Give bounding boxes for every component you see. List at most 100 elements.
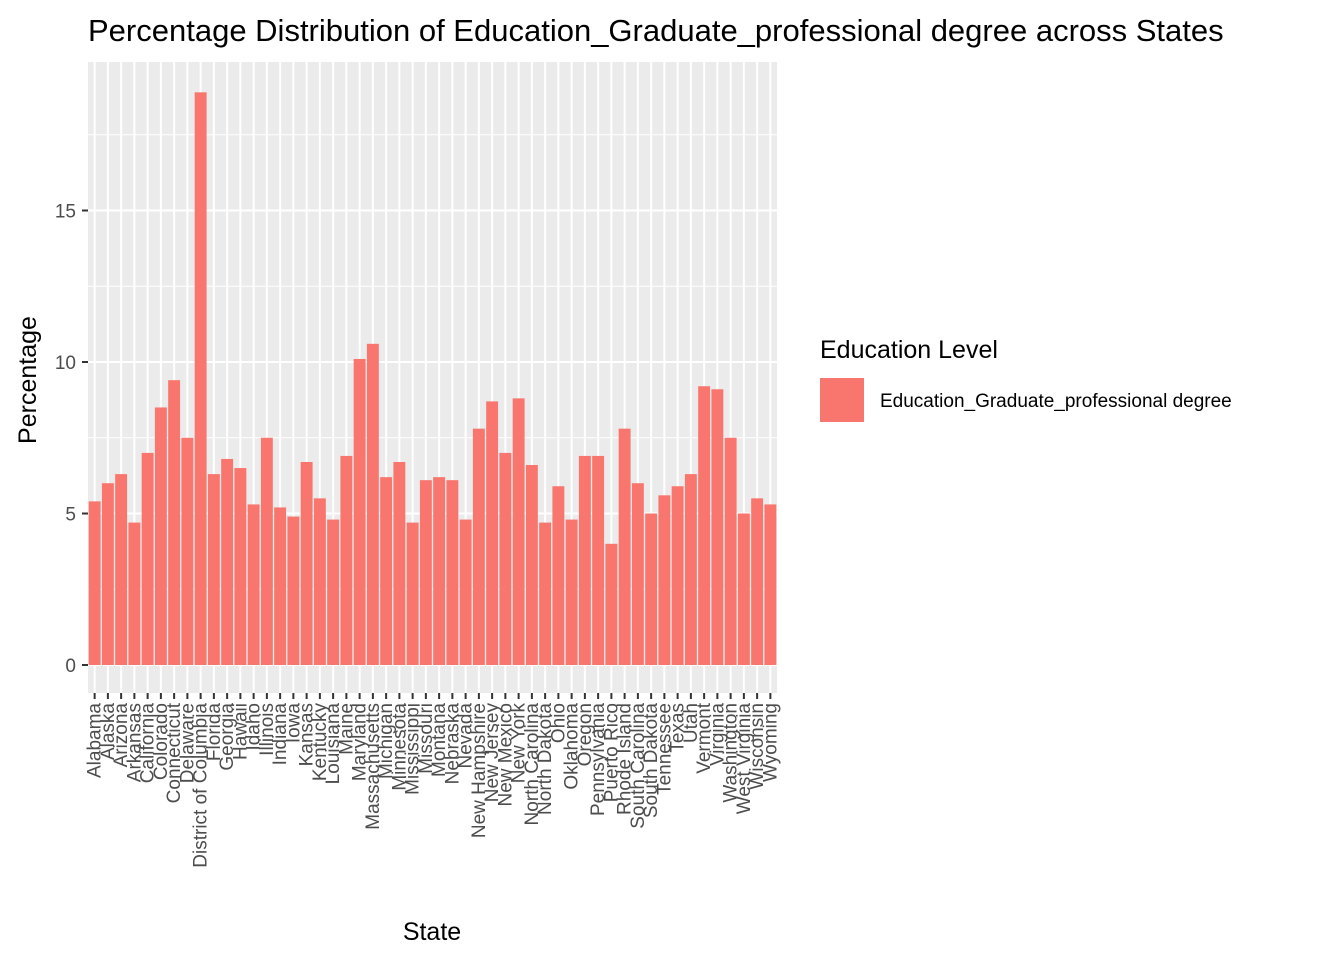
x-tick-label: Indiana — [270, 703, 291, 766]
x-tick-label: Oklahoma — [562, 703, 583, 790]
bar — [486, 401, 499, 665]
x-tick-label: Michigan — [376, 703, 397, 779]
legend-label: Education_Graduate_professional degree — [880, 391, 1232, 412]
bar — [711, 389, 724, 665]
y-tick-label: 0 — [65, 656, 76, 677]
x-tick-label: Connecticut — [164, 702, 185, 803]
x-tick-label: Virginia — [707, 703, 728, 766]
x-tick-label: Arkansas — [124, 703, 145, 782]
x-tick-label: California — [138, 703, 159, 784]
bar — [247, 504, 260, 665]
bar — [433, 477, 446, 665]
x-tick-label: North Dakota — [535, 703, 556, 815]
x-tick-label: Idaho — [244, 703, 265, 751]
legend-title: Education Level — [820, 336, 998, 364]
bar — [207, 474, 220, 665]
bars — [88, 92, 777, 665]
legend: Education Level Education_Graduate_profe… — [820, 336, 1232, 422]
bar — [592, 455, 605, 665]
x-tick-label: Louisiana — [323, 703, 344, 785]
bar — [618, 428, 631, 665]
bar — [446, 480, 459, 665]
bar — [419, 480, 432, 665]
bar — [684, 474, 697, 665]
bar — [472, 428, 485, 665]
bar — [115, 474, 128, 665]
x-tick-label: Ohio — [548, 703, 569, 743]
x-tick-label: Puerto Rico — [601, 703, 622, 802]
bar — [340, 455, 353, 665]
x-tick-label: District of Columbia — [191, 703, 212, 868]
x-tick-label: Kansas — [297, 703, 318, 766]
x-tick-label: Massachusetts — [363, 703, 384, 830]
bar — [168, 380, 181, 665]
x-tick-label: Washington — [721, 703, 742, 803]
x-tick-label: Missouri — [416, 703, 437, 774]
bar — [300, 461, 313, 665]
bar — [578, 455, 591, 665]
bar — [512, 398, 525, 665]
bar — [88, 501, 101, 665]
y-tick-label: 5 — [65, 505, 76, 526]
y-tick-label: 15 — [55, 202, 76, 223]
x-tick-label: Georgia — [217, 703, 238, 771]
bar — [380, 477, 393, 665]
bar — [539, 522, 552, 665]
x-tick-label: West Virginia — [734, 703, 755, 815]
x-tick-label: Nebraska — [442, 703, 463, 785]
bar — [141, 452, 154, 665]
bar — [194, 92, 207, 665]
y-axis-title: Percentage — [14, 316, 42, 444]
x-tick-label: Rhode Island — [615, 703, 636, 815]
x-tick-label: Iowa — [283, 703, 304, 744]
x-tick-label: Texas — [668, 703, 689, 753]
bar — [631, 483, 644, 665]
bar — [366, 343, 379, 665]
x-axis: AlabamaAlaskaArizonaArkansasCaliforniaCo… — [85, 693, 781, 868]
x-tick-label: South Carolina — [628, 703, 649, 829]
x-tick-label: New Jersey — [482, 703, 503, 803]
bar — [313, 498, 326, 665]
bar — [565, 519, 578, 665]
x-tick-label: Oregon — [575, 703, 596, 766]
bar — [406, 522, 419, 665]
x-tick-label: Alabama — [85, 703, 106, 778]
bar — [154, 407, 167, 665]
legend-key — [820, 378, 864, 422]
bar — [234, 468, 247, 665]
bar — [764, 504, 777, 665]
x-tick-label: New York — [509, 703, 530, 784]
x-tick-label: Montana — [429, 703, 450, 777]
x-tick-label: Colorado — [151, 703, 172, 780]
x-tick-label: Hawaii — [230, 703, 251, 760]
x-tick-label: Alaska — [98, 703, 119, 760]
bar — [221, 458, 234, 665]
x-tick-label: Minnesota — [389, 703, 410, 791]
bar — [128, 522, 141, 665]
chart-title: Percentage Distribution of Education_Gra… — [88, 13, 1224, 48]
bar — [499, 452, 512, 665]
x-tick-label: Florida — [204, 703, 225, 762]
x-tick-label: Wisconsin — [747, 703, 768, 790]
y-tick-label: 10 — [55, 353, 76, 374]
bar — [274, 507, 287, 665]
x-tick-label: Mississippi — [403, 703, 424, 795]
x-tick-label: Wyoming — [760, 703, 781, 782]
bar — [353, 358, 366, 665]
bar — [260, 437, 273, 665]
x-tick-label: North Carolina — [522, 703, 543, 826]
bar — [459, 519, 472, 665]
y-axis: 0 5 10 15 — [55, 202, 88, 677]
x-tick-label: New Mexico — [495, 703, 516, 806]
bar — [658, 495, 671, 665]
x-tick-label: Arizona — [111, 703, 132, 768]
x-tick-label: Maryland — [350, 703, 371, 781]
x-tick-label: Maine — [336, 703, 357, 755]
bar — [698, 386, 711, 665]
bar — [605, 543, 618, 665]
x-tick-label: New Hampshire — [469, 703, 490, 838]
bar — [552, 486, 565, 665]
bar — [751, 498, 764, 665]
bar — [724, 437, 737, 665]
